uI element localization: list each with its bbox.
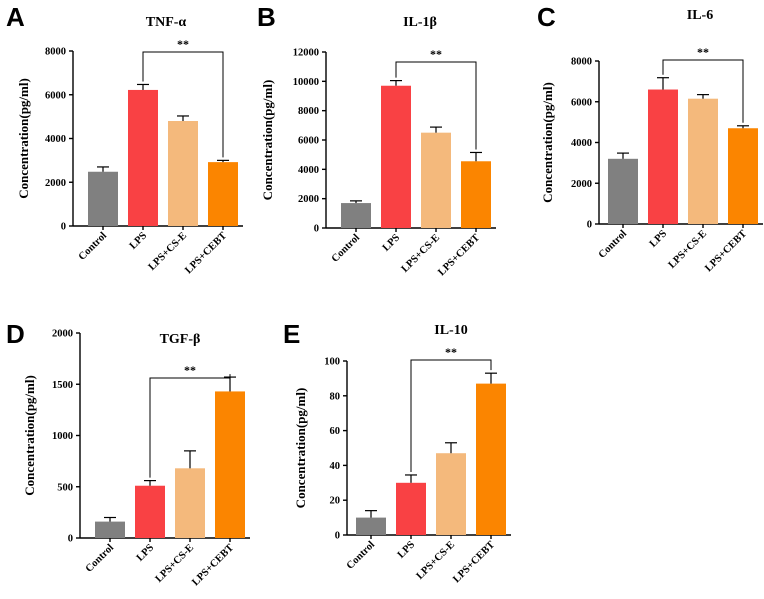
y-tick-label: 8000 (45, 47, 66, 58)
y-tick-label: 10000 (293, 77, 319, 88)
y-tick-label: 6000 (298, 136, 319, 147)
x-tick-label: LPS+CEBT (436, 232, 482, 278)
panel-c: C IL-6 Concentration(pg/ml) 0 2000 4000 6000 80… (537, 2, 763, 274)
y-axis-label: Concentration(pg/ml) (540, 82, 555, 203)
bar-lps-cebt (215, 391, 245, 538)
significance-label: ** (430, 47, 442, 61)
panel-letter: D (6, 319, 25, 349)
y-tick-label: 0 (314, 224, 319, 235)
bar-control (88, 171, 118, 226)
x-tick-label: LPS+CS-E (154, 542, 197, 585)
chart-title: IL-6 (687, 8, 713, 23)
x-tick-label: LPS (135, 542, 157, 564)
significance-bracket (662, 59, 744, 123)
y-tick-label: 0 (587, 220, 592, 231)
bar-lps (396, 482, 426, 535)
y-tick-label: 60 (330, 426, 341, 437)
x-tick-label: LPS+CS-E (400, 232, 443, 275)
bar-lps (648, 89, 678, 225)
bar-lps-cebt (461, 161, 491, 228)
x-tick-label: Control (597, 228, 629, 260)
y-tick-label: 2000 (571, 179, 592, 190)
x-tick-label: LPS+CEBT (190, 542, 236, 588)
bar-lps (381, 85, 411, 228)
bar-lps (128, 89, 158, 226)
y-tick-label: 8000 (298, 106, 319, 117)
x-tick-label: LPS+CEBT (183, 230, 229, 276)
bar-lps (135, 485, 165, 538)
y-axis-label: Concentration(pg/ml) (22, 375, 37, 496)
x-tick-label: LPS+CEBT (703, 228, 749, 274)
y-tick-label: 2000 (52, 329, 73, 340)
panel-d: D TGF-β Concentration(pg/ml) 0 500 1000 1500 20… (6, 319, 250, 588)
y-tick-label: 6000 (571, 97, 592, 108)
bar-lps-cebt (476, 383, 506, 535)
x-tick-label: LPS+CEBT (451, 539, 497, 585)
bar-lps-cs-e (168, 121, 198, 226)
y-tick-label: 0 (61, 222, 66, 233)
x-tick-label: LPS+CS-E (147, 230, 190, 273)
bar-lps-cs-e (175, 468, 205, 538)
y-tick-label: 100 (324, 357, 340, 368)
bar-lps-cs-e (436, 453, 466, 535)
panel-letter: B (257, 2, 276, 32)
x-tick-label: LPS (381, 232, 403, 254)
bar-lps-cs-e (688, 98, 718, 224)
y-tick-label: 1000 (52, 431, 73, 442)
y-tick-label: 80 (330, 391, 341, 402)
y-tick-label: 4000 (45, 134, 66, 145)
significance-bracket (142, 51, 224, 158)
x-tick-label: Control (345, 539, 377, 571)
chart-title: TGF-β (160, 332, 201, 347)
chart-title: IL-10 (434, 323, 467, 338)
panel-e: E IL-10 Concentration(pg/ml) 0 20 40 60 80 100 Co… (283, 319, 511, 585)
panel-b: B IL-1β Concentration(pg/ml) 0 2000 4000 6000 8… (257, 2, 496, 278)
significance-label: ** (177, 37, 189, 51)
chart-title: TNF-α (146, 15, 187, 30)
significance-bracket (410, 359, 492, 472)
y-tick-label: 40 (330, 461, 341, 472)
y-tick-label: 0 (335, 531, 340, 542)
y-axis-label: Concentration(pg/ml) (260, 80, 275, 201)
bar-lps-cebt (208, 162, 238, 226)
y-tick-label: 500 (57, 482, 73, 493)
chart-title: IL-1β (403, 15, 437, 30)
bar-control (608, 158, 638, 224)
y-tick-label: 8000 (571, 57, 592, 68)
significance-label: ** (445, 345, 457, 359)
bar-lps-cebt (728, 128, 758, 224)
x-tick-label: Control (330, 232, 362, 264)
x-tick-label: Control (84, 542, 116, 574)
y-tick-label: 1500 (52, 380, 73, 391)
panel-letter: C (537, 2, 556, 32)
x-tick-label: LPS+CS-E (667, 228, 710, 271)
y-tick-label: 20 (330, 496, 341, 507)
y-tick-label: 4000 (571, 138, 592, 149)
panel-letter: A (6, 2, 25, 32)
y-tick-label: 4000 (298, 165, 319, 176)
y-tick-label: 6000 (45, 90, 66, 101)
x-tick-label: LPS (128, 230, 150, 252)
bar-control (341, 203, 371, 228)
panel-a: A TNF-α Concentration(pg/ml) 0 2000 4000 6000 8… (6, 2, 243, 276)
y-tick-label: 0 (68, 534, 73, 545)
y-axis-label: Concentration(pg/ml) (16, 78, 31, 199)
y-tick-label: 2000 (45, 178, 66, 189)
x-tick-label: Control (77, 230, 109, 262)
y-tick-label: 2000 (298, 194, 319, 205)
bar-control (356, 517, 386, 535)
y-tick-label: 12000 (293, 48, 319, 59)
panel-letter: E (283, 319, 300, 349)
x-tick-label: LPS (396, 539, 418, 561)
significance-bracket (395, 61, 477, 150)
significance-label: ** (184, 363, 196, 377)
bar-control (95, 521, 125, 538)
x-tick-label: LPS (648, 228, 670, 250)
y-axis-label: Concentration(pg/ml) (293, 388, 308, 509)
x-tick-label: LPS+CS-E (415, 539, 458, 582)
significance-bracket (149, 374, 231, 478)
bar-lps-cs-e (421, 132, 451, 228)
significance-label: ** (697, 45, 709, 59)
